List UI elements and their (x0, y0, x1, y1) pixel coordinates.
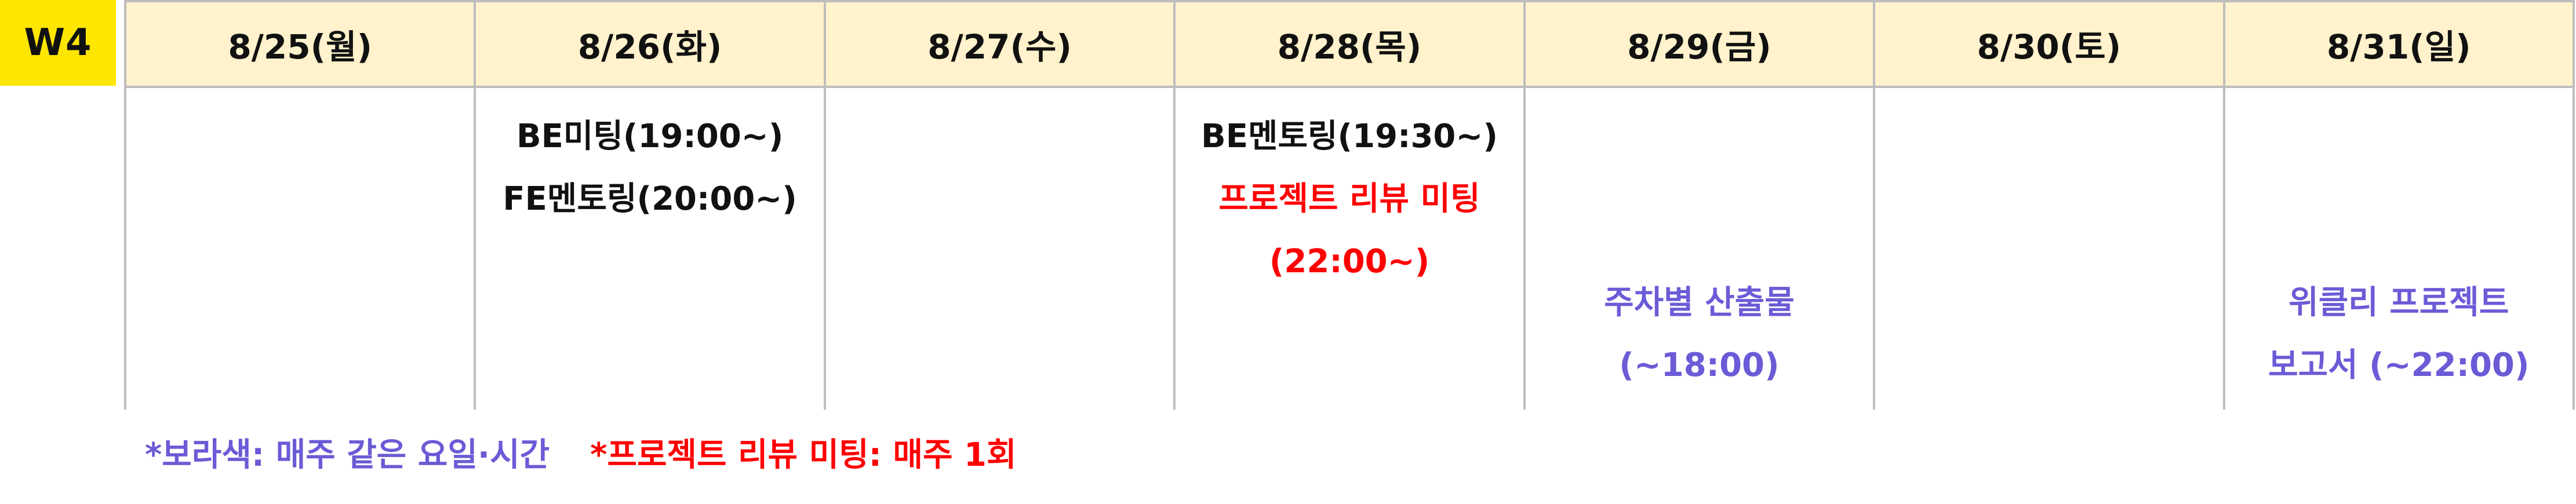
week-calendar: 8/25(월) 8/26(화) 8/27(수) 8/28(목) 8/29(금) … (124, 0, 2575, 410)
deadline-weekly-report-time: 보고서 (~22:00) (2268, 346, 2530, 384)
event-list: BE멘토링(19:30~) 프로젝트 리뷰 미팅 (22:00~) (1176, 105, 1523, 293)
deadline-list: 위클리 프로젝트 보고서 (~22:00) (2225, 272, 2573, 397)
day-cell-sat (1873, 86, 2223, 410)
day-cell-mon (124, 86, 474, 410)
deadline-weekly-deliverable-time: (~18:00) (1619, 346, 1780, 384)
legend-red-note: *프로젝트 리뷰 미팅: 매주 1회 (590, 436, 1017, 474)
day-header-tue: 8/26(화) (474, 0, 824, 86)
deadline-weekly-report: 위클리 프로젝트 (2288, 284, 2509, 322)
event-project-review-time: (22:00~) (1269, 243, 1430, 280)
day-header-wed: 8/27(수) (823, 0, 1174, 86)
day-cell-sun: 위클리 프로젝트 보고서 (~22:00) (2222, 86, 2573, 410)
deadline-list: 주차별 산출물 (~18:00) (1526, 272, 1873, 397)
deadline-weekly-deliverable: 주차별 산출물 (1604, 284, 1795, 322)
event-list: BE미팅(19:00~) FE멘토링(20:00~) (476, 105, 823, 231)
day-cell-wed (823, 86, 1174, 410)
day-header-sun: 8/31(일) (2222, 0, 2573, 86)
day-cell-fri: 주차별 산출물 (~18:00) (1523, 86, 1873, 410)
legend: *보라색: 매주 같은 요일·시간 *프로젝트 리뷰 미팅: 매주 1회 (145, 423, 1017, 481)
event-be-mentoring: BE멘토링(19:30~) (1201, 118, 1498, 155)
day-cell-tue: BE미팅(19:00~) FE멘토링(20:00~) (474, 86, 824, 410)
event-fe-mentoring: FE멘토링(20:00~) (503, 180, 797, 218)
event-be-meeting: BE미팅(19:00~) (516, 118, 784, 155)
week-label: W4 (0, 0, 116, 86)
day-header-sat: 8/30(토) (1873, 0, 2223, 86)
day-header-thu: 8/28(목) (1173, 0, 1523, 86)
day-cell-thu: BE멘토링(19:30~) 프로젝트 리뷰 미팅 (22:00~) (1173, 86, 1523, 410)
day-header-mon: 8/25(월) (124, 0, 474, 86)
event-project-review: 프로젝트 리뷰 미팅 (1218, 180, 1480, 218)
legend-purple-note: *보라색: 매주 같은 요일·시간 (145, 436, 550, 474)
day-header-fri: 8/29(금) (1523, 0, 1873, 86)
